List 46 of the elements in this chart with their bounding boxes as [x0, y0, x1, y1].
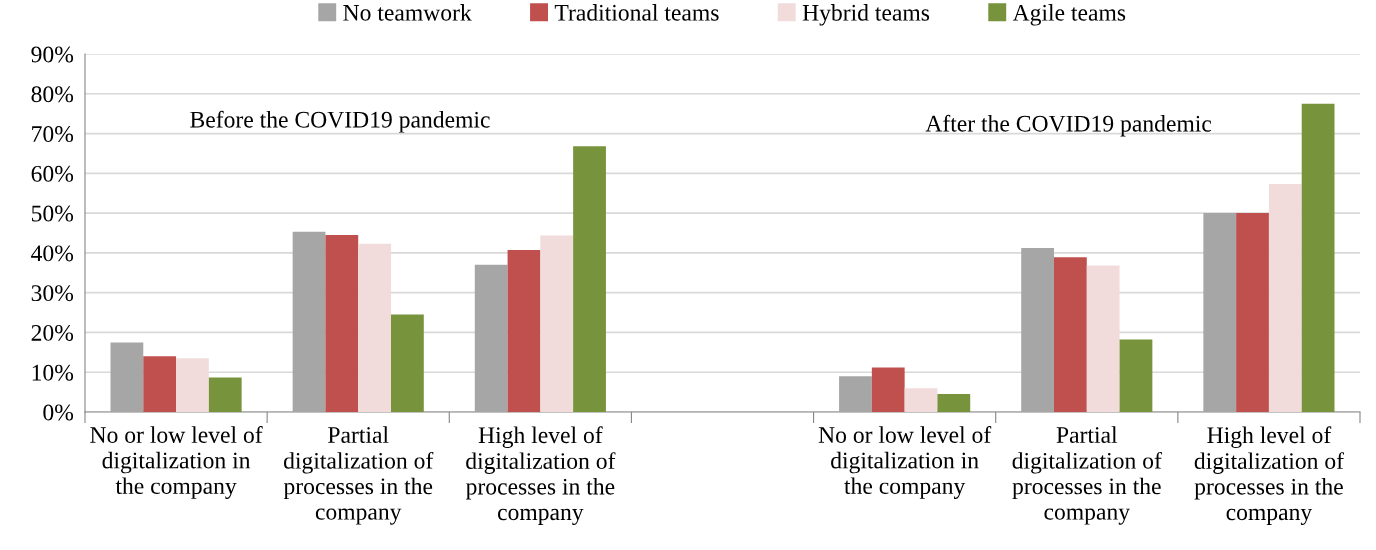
y-tick-label: 70% — [32, 126, 74, 143]
y-tick-label: 90% — [31, 46, 74, 63]
bar — [1301, 103, 1335, 412]
legend-label: No teamwork — [343, 4, 472, 21]
y-tick-label: 10% — [32, 364, 74, 381]
annotation: Before the COVID19 pandemic — [190, 110, 490, 133]
bar — [937, 394, 971, 412]
bar — [1268, 184, 1302, 412]
bar — [1203, 213, 1237, 412]
y-tick-label: 40% — [31, 245, 74, 262]
bar — [176, 358, 209, 412]
bar — [904, 388, 938, 412]
bar — [208, 377, 242, 412]
legend-label: Traditional teams — [554, 4, 719, 21]
y-tick-label: 60% — [31, 165, 74, 182]
bar — [391, 314, 424, 412]
bar — [358, 243, 391, 412]
x-tick-label: No or low level of digitalization in the company — [818, 426, 992, 499]
bar — [325, 234, 359, 412]
legend-label: Agile teams — [1012, 4, 1126, 26]
y-tick-label: 50% — [31, 205, 74, 222]
y-tick-label: 0% — [43, 404, 74, 421]
bar — [1119, 339, 1153, 412]
x-tick-label: High level of digitalization of processes in the company — [1194, 426, 1344, 525]
y-tick-label: 30% — [31, 285, 74, 302]
bar — [1054, 257, 1087, 412]
x-tick-label: Partial digitalization of processes in the company — [283, 426, 434, 525]
bar — [292, 231, 326, 412]
bar — [540, 235, 574, 412]
bar — [1021, 248, 1054, 412]
annotation: After the COVID19 pandemic — [925, 114, 1212, 137]
bar — [573, 146, 606, 412]
x-tick-label: High level of digitalization of processes in the company — [465, 426, 616, 525]
bar — [110, 342, 144, 412]
bar — [1236, 213, 1269, 412]
y-tick-label: 80% — [31, 86, 74, 103]
bar — [871, 367, 905, 412]
bar — [143, 356, 177, 412]
y-tick-label: 20% — [31, 324, 74, 341]
legend-label: Hybrid teams — [802, 4, 930, 26]
bar — [1086, 265, 1120, 412]
bar — [474, 264, 508, 412]
x-tick-label: Partial digitalization of processes in the company — [1012, 426, 1162, 525]
bar — [507, 250, 541, 412]
x-tick-label: No or low level of digitalization in the company — [90, 426, 263, 499]
bar — [839, 376, 872, 412]
